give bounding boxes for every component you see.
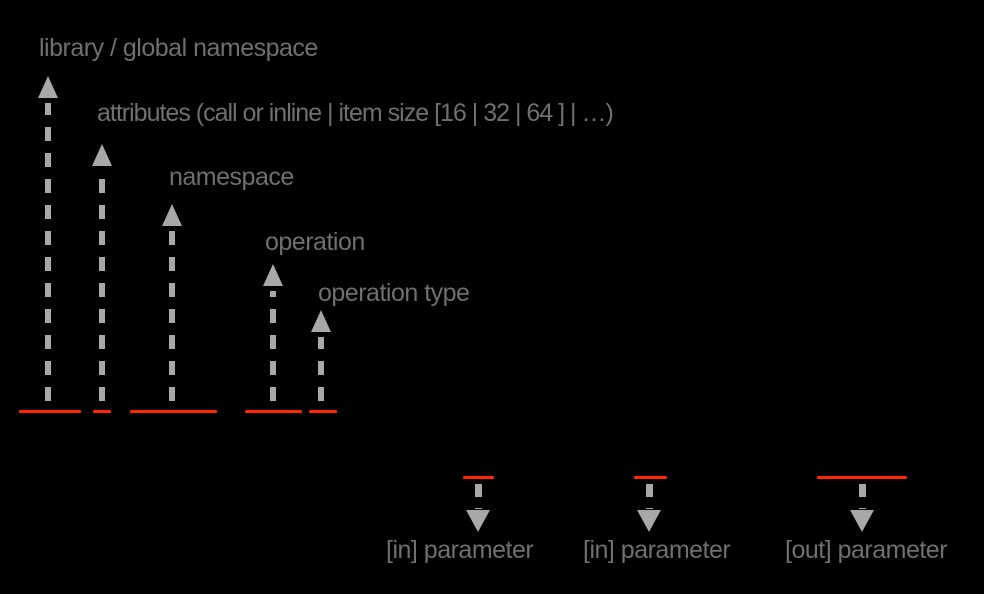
label-out-parameter: [out] parameter	[785, 536, 948, 564]
up-arrow-namespace	[162, 204, 182, 401]
dashed-shaft	[99, 171, 105, 401]
up-arrow-operation-type	[311, 310, 331, 401]
underline-in-parameter-1	[463, 476, 494, 479]
dashed-shaft	[645, 484, 653, 509]
underline-operation	[245, 410, 302, 413]
dashed-shaft	[270, 291, 276, 401]
underline-in-parameter-2	[634, 476, 667, 479]
arrowhead-up-icon	[162, 204, 182, 226]
up-arrow-attributes	[92, 144, 112, 401]
down-arrow-in-parameter-2	[637, 484, 661, 532]
dashed-shaft	[318, 337, 324, 401]
dashed-shaft	[169, 231, 175, 401]
dashed-shaft	[858, 484, 866, 509]
underline-attributes	[93, 410, 111, 413]
arrowhead-up-icon	[38, 76, 58, 98]
underline-operation-type	[309, 410, 337, 413]
arrowhead-down-icon	[466, 510, 490, 532]
label-in-parameter-1: [in] parameter	[386, 536, 534, 564]
label-attributes: attributes (call or inline | item size […	[97, 99, 614, 127]
label-library-global-namespace: library / global namespace	[39, 34, 318, 62]
label-operation-type: operation type	[318, 279, 470, 307]
arrowhead-up-icon	[263, 264, 283, 286]
dashed-shaft	[474, 484, 482, 509]
underline-out-parameter	[817, 476, 907, 479]
label-in-parameter-2: [in] parameter	[583, 536, 731, 564]
label-namespace: namespace	[169, 163, 294, 191]
up-arrow-operation	[263, 264, 283, 401]
down-arrow-in-parameter-1	[466, 484, 490, 532]
arrowhead-up-icon	[92, 144, 112, 166]
arrowhead-down-icon	[850, 510, 874, 532]
down-arrow-out-parameter	[850, 484, 874, 532]
arrowhead-down-icon	[637, 510, 661, 532]
label-operation: operation	[265, 228, 365, 256]
arrowhead-up-icon	[311, 310, 331, 332]
dashed-shaft	[45, 103, 51, 401]
up-arrow-library-global-namespace	[38, 76, 58, 401]
underline-library-global-namespace	[19, 410, 81, 413]
underline-namespace	[130, 410, 217, 413]
